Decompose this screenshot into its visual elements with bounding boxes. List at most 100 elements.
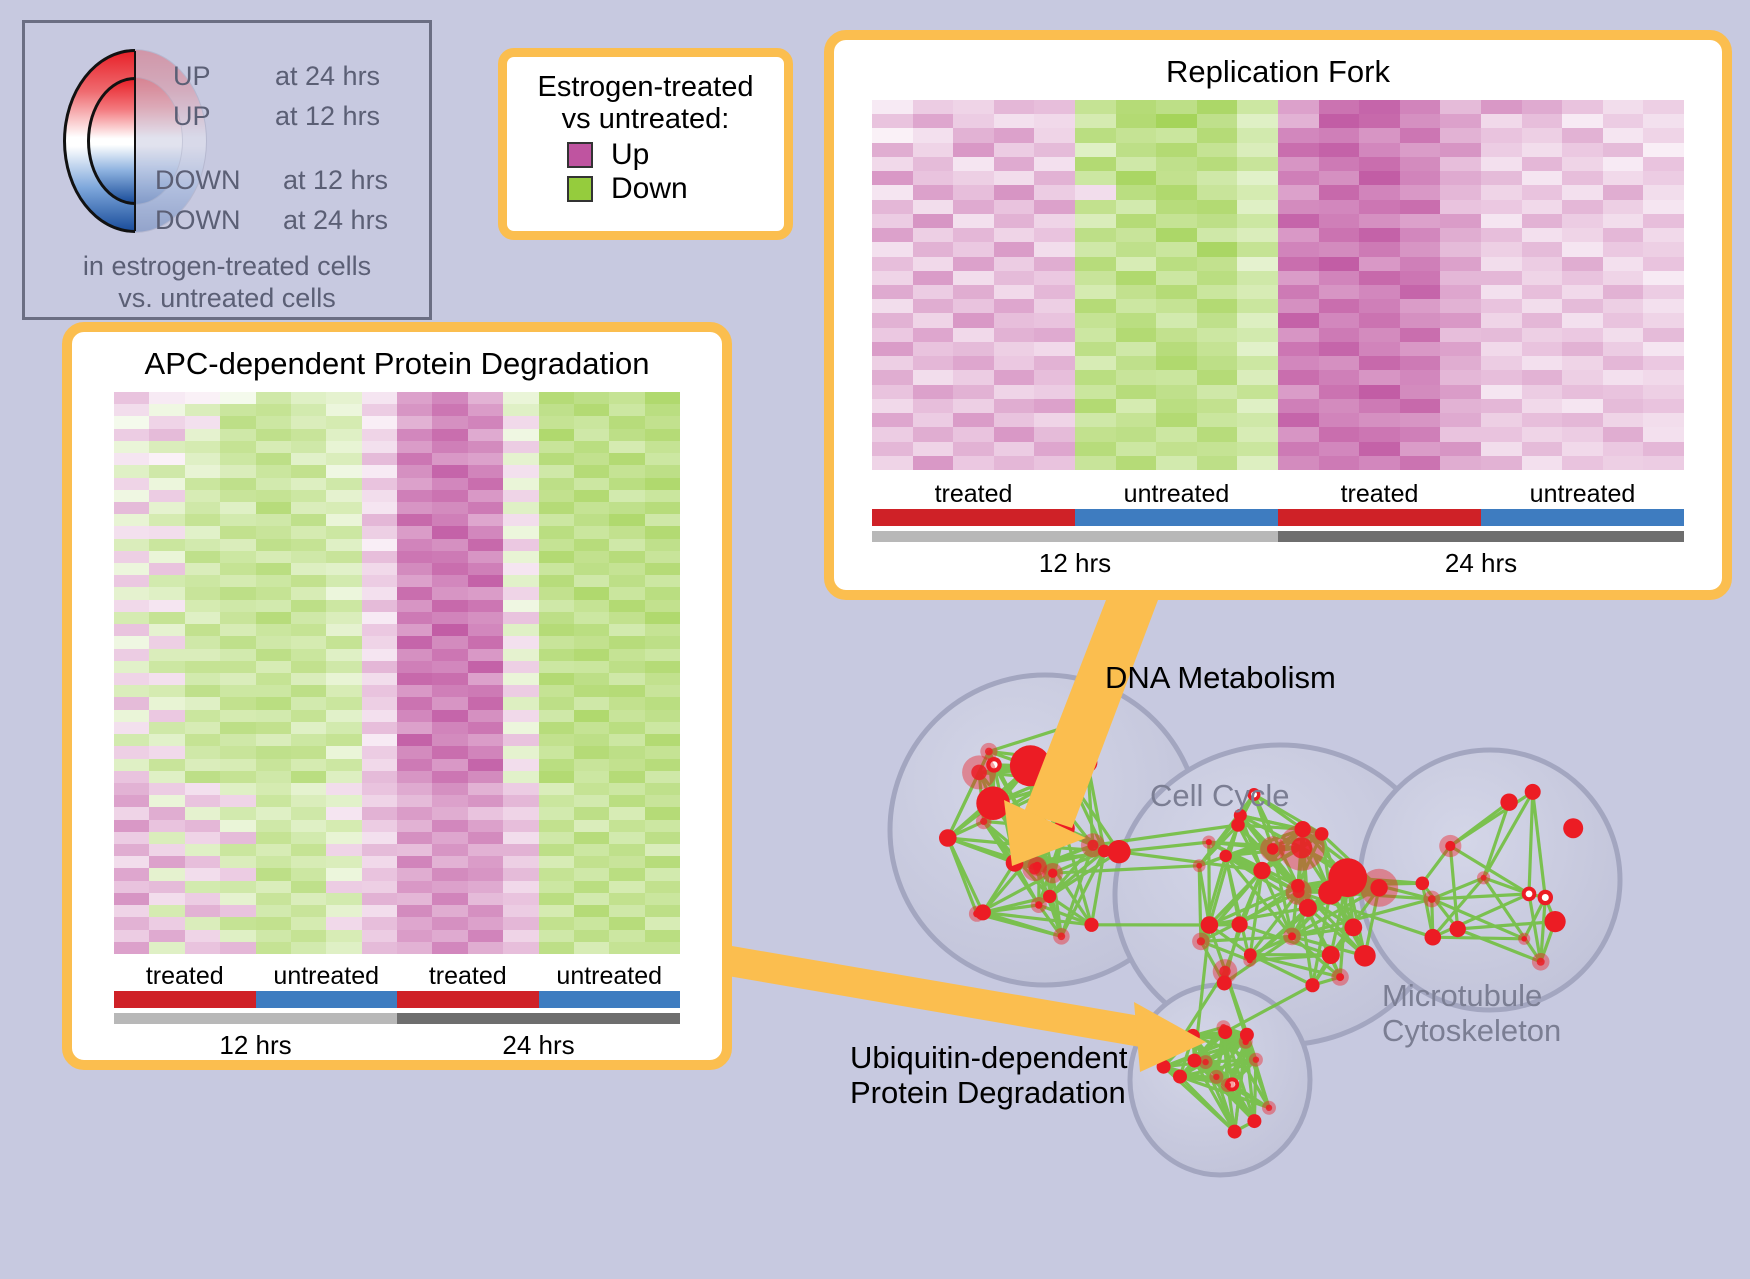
heatmap-cell: [573, 941, 610, 954]
heatmap-cell: [397, 770, 433, 783]
node-core: [1563, 818, 1584, 839]
heatmap-cell: [1602, 100, 1644, 115]
heatmap-cell: [609, 526, 645, 539]
heatmap-cell: [1480, 213, 1522, 229]
heatmap-cell: [220, 758, 256, 771]
heatmap-cell: [184, 587, 221, 600]
heatmap-cell: [467, 880, 504, 893]
heatmap-cell: [503, 685, 539, 698]
heatmap-cell: [644, 831, 680, 845]
heatmap-cell: [503, 856, 539, 869]
cluster-label-ubiquitin-degradation: Ubiquitin-dependent Protein Degradation: [850, 1040, 1128, 1111]
heatmap-cell: [220, 501, 256, 515]
panel-replication-fork: Replication Fork treated untreated treat…: [824, 30, 1732, 600]
heatmap-cell: [953, 242, 994, 257]
heatmap-cell: [609, 550, 645, 564]
heatmap-cell: [993, 100, 1035, 115]
heatmap-cell: [993, 455, 1035, 470]
heatmap-cell: [503, 440, 539, 454]
heatmap-cell: [326, 465, 362, 478]
heatmap-cell: [184, 611, 221, 625]
heatmap-cell: [255, 575, 291, 588]
heatmap-cell: [644, 392, 680, 405]
heatmap-cell: [1440, 455, 1481, 470]
heatmap-cell: [184, 599, 221, 612]
heatmap-cell: [503, 416, 539, 429]
heatmap-cell: [872, 313, 913, 328]
heatmap-cell: [993, 427, 1035, 442]
heatmap-cell: [432, 770, 468, 783]
network-diagram: [887, 672, 1623, 1178]
heatmap-cell: [538, 428, 574, 441]
condition-bars-replication-fork: [872, 509, 1684, 526]
heatmap-cell: [397, 758, 433, 771]
heatmap-cell: [361, 770, 397, 783]
heatmap-cell: [326, 770, 362, 783]
heatmap-cell: [432, 697, 468, 710]
heatmap-cell: [361, 477, 397, 490]
heatmap-cell: [432, 501, 468, 515]
cond-bar-treated-12: [872, 509, 1075, 526]
heatmap-cell: [1399, 185, 1441, 200]
heatmap-cell: [467, 819, 504, 832]
heatmap-cell: [953, 142, 994, 157]
heatmap-cell: [1562, 100, 1603, 115]
node-core: [1449, 920, 1466, 938]
heatmap-cell: [361, 660, 397, 673]
heatmap-cell: [220, 440, 256, 454]
heatmap-cell: [432, 685, 468, 698]
heatmap-cell: [1602, 299, 1644, 314]
node-core: [1219, 965, 1231, 978]
heatmap-cell: [1521, 199, 1563, 214]
heatmap-cell: [184, 636, 221, 649]
cond-label-apc-2: treated: [428, 962, 507, 990]
node-core: [1326, 950, 1335, 960]
network-edge: [1253, 793, 1304, 831]
heatmap-cell: [467, 587, 504, 600]
heatmap-cell: [326, 758, 362, 771]
heatmap-cell: [953, 256, 994, 271]
heatmap-cell: [326, 392, 362, 405]
heatmap-cell: [220, 856, 256, 869]
heatmap-cell: [432, 489, 468, 502]
heatmap-cell: [1318, 213, 1360, 229]
heatmap-cell: [397, 856, 433, 869]
network-node: [1260, 836, 1286, 862]
network-edge: [1432, 935, 1525, 941]
heatmap-cell: [114, 709, 150, 722]
heatmap-cell: [255, 587, 291, 600]
heatmap-cell: [503, 575, 539, 588]
heatmap-cell: [644, 453, 680, 466]
heatmap-cell: [397, 819, 433, 832]
node-core: [1243, 948, 1257, 961]
network-node: [1285, 879, 1312, 905]
network-edge: [1179, 1075, 1270, 1110]
heatmap-cell: [1318, 199, 1360, 214]
heatmap-cell: [149, 404, 185, 417]
heatmap-cell: [290, 917, 327, 930]
heatmap-cell: [397, 489, 433, 502]
heatmap-cell: [644, 782, 680, 796]
heatmap-cell: [1196, 256, 1238, 271]
heatmap-cell: [1156, 199, 1197, 214]
heatmap-cell: [149, 611, 185, 625]
heatmap-cell: [573, 636, 610, 649]
heatmap-cell: [573, 514, 610, 527]
legend-value-up-12: at 12 hrs: [275, 101, 381, 131]
heatmap-cell: [467, 941, 504, 954]
heatmap-cell: [467, 868, 504, 881]
heatmap-cell: [397, 514, 433, 527]
time-bar-12hrs: [872, 531, 1278, 542]
heatmap-cell: [1602, 128, 1644, 143]
heatmap-cell: [149, 758, 185, 771]
heatmap-cell: [1643, 327, 1684, 342]
heatmap-cell: [1399, 327, 1441, 342]
heatmap-cell: [149, 477, 185, 490]
heatmap-cell: [1562, 284, 1603, 300]
heatmap-cell: [220, 660, 256, 673]
heatmap-cell: [953, 427, 994, 442]
network-edge: [1457, 927, 1542, 964]
heatmap-cell: [114, 758, 150, 771]
heatmap-cell: [467, 660, 504, 673]
heatmap-cell: [538, 880, 574, 893]
